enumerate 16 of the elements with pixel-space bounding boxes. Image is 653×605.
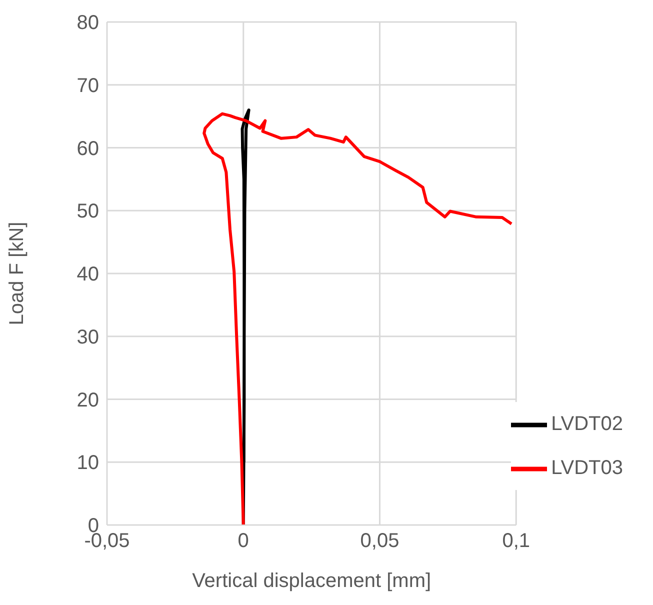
x-tick-label: 0,1 xyxy=(502,530,530,552)
y-tick-label: 80 xyxy=(76,12,99,34)
x-tick-label: 0,05 xyxy=(360,530,400,552)
legend-label: LVDT03 xyxy=(551,457,623,479)
y-tick-label: 70 xyxy=(76,74,99,97)
y-tick-label: 40 xyxy=(76,264,99,286)
y-tick-label: 60 xyxy=(76,138,99,160)
y-tick-label: 30 xyxy=(76,326,99,348)
legend-label: LVDT02 xyxy=(551,413,623,435)
y-tick-label: 10 xyxy=(76,452,99,474)
x-tick-label: 0 xyxy=(238,530,249,552)
x-axis-title: Vertical displacement [mm] xyxy=(192,570,432,592)
y-axis-title: Load F [kN] xyxy=(6,222,28,326)
y-tick-label: 20 xyxy=(76,389,99,412)
line-series xyxy=(202,112,513,525)
y-tick-label: 50 xyxy=(76,200,99,223)
